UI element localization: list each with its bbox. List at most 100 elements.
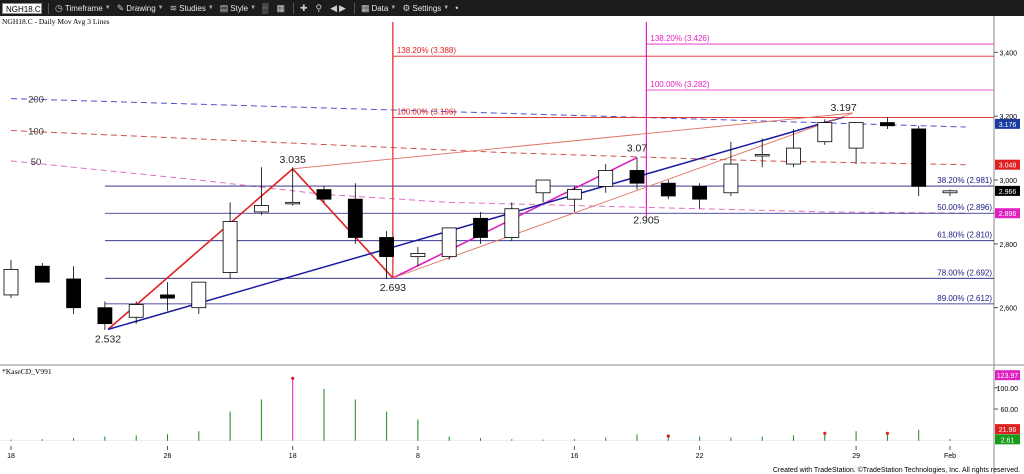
gear-icon: ⚙ [402, 2, 411, 13]
price-marker-label: 3.176 [999, 122, 1017, 129]
settings-button[interactable]: ⚙ Settings ▼ [402, 2, 450, 13]
candle-body [723, 163, 739, 194]
candle-body [942, 190, 958, 194]
fib-retracement-label: 78.00% (2.692) [937, 268, 992, 277]
price-marker-label: 2.966 [999, 189, 1017, 196]
candle-body [285, 201, 301, 205]
price-marker [995, 159, 1020, 170]
indicator-tick-label: 60.00 [1000, 407, 1018, 414]
studies-icon: ≋ [169, 2, 178, 13]
candle-body [880, 122, 895, 127]
timeframe-button[interactable]: ◷ Timeframe ▼ [55, 2, 111, 13]
pencil-icon: ✎ [116, 2, 125, 13]
moving-average-line [10, 160, 966, 214]
fib-retracement-label: 61.80% (2.810) [937, 231, 992, 240]
candle-body [911, 128, 927, 187]
chevron-right-icon: ▶ [339, 2, 346, 13]
chevron-down-icon: ▼ [207, 5, 214, 11]
chevron-left-icon: ◀ [330, 2, 338, 13]
wave-line-red [107, 168, 294, 331]
table-icon: ▦ [360, 2, 370, 13]
indicator-tick-label: 100.00 [997, 386, 1019, 393]
toolbar-separator [292, 2, 294, 14]
fib-retracement-label: 89.00% (2.612) [937, 294, 992, 303]
candle-body [754, 154, 770, 157]
date-tick-label: 8 [416, 453, 420, 460]
candle-body [598, 170, 614, 187]
moving-average-label: 100 [28, 127, 44, 138]
candle-body [535, 179, 551, 194]
candle-body [473, 217, 488, 238]
chevron-down-icon: ▼ [443, 5, 450, 11]
fib-extension-label: 138.20% (3.388) [397, 46, 456, 55]
indicator-marker [995, 434, 1020, 445]
price-tick-label: 2,800 [999, 242, 1017, 249]
candle-body [567, 189, 582, 200]
chevron-down-icon: ▼ [250, 5, 257, 11]
candle-body [222, 221, 238, 273]
crosshair-icon: ✚ [299, 2, 308, 13]
data-button[interactable]: ▦ Data ▼ [360, 2, 397, 13]
candle-body [410, 253, 426, 258]
symbol-input[interactable]: NGH18.C [2, 2, 42, 14]
candle-body [660, 182, 676, 197]
indicator-signal-dot [823, 431, 827, 435]
price-tick-label: 3,000 [999, 178, 1017, 185]
more-icon: • [455, 3, 459, 13]
candle-body [3, 268, 19, 296]
toolbar-separator [353, 2, 355, 14]
magnifier-icon: ⚲ [315, 2, 323, 13]
moving-average-line [10, 130, 966, 166]
pivot-label: 2.905 [633, 214, 659, 226]
date-tick-label: Feb [944, 453, 956, 460]
date-tick-label: 18 [289, 453, 297, 460]
candle-body [66, 278, 81, 309]
moving-average-label: 50 [31, 157, 42, 168]
price-marker [995, 185, 1020, 196]
date-tick-label: 22 [696, 453, 704, 460]
date-tick-label: 16 [571, 453, 579, 460]
expand-icon: ▦ [276, 2, 285, 13]
date-tick-label: 29 [852, 453, 860, 460]
fib-extension-label: 138.20% (3.426) [650, 34, 709, 43]
wave-line-salmon [292, 112, 854, 170]
candle-body [786, 147, 801, 165]
studies-button[interactable]: ≋ Studies ▼ [169, 2, 214, 13]
candle-body [316, 189, 332, 200]
bar-chart-icon: ▒ [262, 3, 269, 13]
candle-body [191, 281, 207, 309]
indicator-marker [995, 370, 1020, 381]
chart-title: NGH18.C - Daily Mov Avg 3 Lines [2, 17, 110, 26]
candle-body [379, 237, 395, 258]
fib-extension-label: 100.00% (3.196) [397, 107, 456, 116]
candle-body [34, 265, 50, 283]
pivot-label: 3.197 [830, 102, 856, 114]
indicator-signal-dot [666, 434, 670, 438]
toolbar: NGH18.C ◷ Timeframe ▼ ✎ Drawing ▼ ≋ Studies ▼ … [0, 0, 1024, 16]
fib-retracement-label: 50.00% (2.896) [937, 203, 992, 212]
expand-button[interactable]: ▦ [276, 3, 287, 14]
drawing-button[interactable]: ✎ Drawing ▼ [116, 2, 164, 13]
chevron-down-icon: ▼ [157, 5, 164, 11]
pivot-label: 3.035 [280, 154, 306, 166]
moving-average-label: 200 [28, 95, 44, 106]
clock-icon: ◷ [55, 2, 63, 13]
bar-chart-button[interactable]: ▒ [262, 3, 270, 13]
style-button[interactable]: ▤ Style ▼ [219, 2, 257, 13]
price-tick-label: 2,600 [999, 306, 1017, 313]
pivot-label: 2.693 [380, 282, 406, 294]
candle-body [253, 205, 269, 213]
cursor-button[interactable]: ✚ [300, 3, 310, 14]
zoom-button[interactable]: ⚲ [316, 3, 325, 14]
nav-button[interactable]: ◀ ▶ [330, 3, 348, 14]
indicator-marker [995, 424, 1020, 435]
date-tick-label: 26 [164, 453, 172, 460]
indicator-title: *KaseCD_V991 [2, 367, 52, 376]
price-chart[interactable]: NGH18.C - Daily Mov Avg 3 Lines *KaseCD_… [0, 16, 1024, 474]
wave-line-salmon [392, 112, 854, 279]
indicator-signal-dot [885, 431, 890, 435]
candle-body [629, 170, 645, 184]
more-button[interactable]: • [455, 3, 460, 13]
footer-text: Created with TradeStation. ©TradeStation… [773, 466, 1020, 474]
price-tick-label: 3,200 [999, 114, 1017, 121]
